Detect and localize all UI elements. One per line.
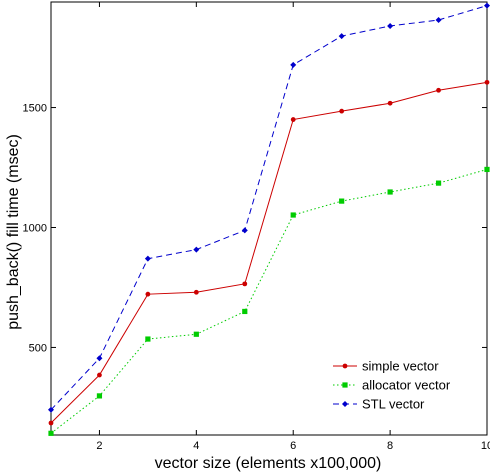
data-point xyxy=(387,189,393,195)
data-point xyxy=(242,281,248,287)
plot-frame xyxy=(50,1,488,436)
data-point xyxy=(144,255,151,262)
data-point xyxy=(290,212,296,218)
legend-swatch-marker xyxy=(342,382,348,388)
series-layer xyxy=(48,2,490,436)
data-point xyxy=(338,33,345,40)
data-point xyxy=(193,289,199,295)
data-point xyxy=(96,393,103,399)
x-tick-label: 6 xyxy=(290,440,296,452)
x-tick-label: 10 xyxy=(481,440,490,452)
plot-border xyxy=(50,1,488,436)
series-allocator-vector xyxy=(48,166,490,436)
series-stl-vector xyxy=(48,2,490,413)
series-simple-vector xyxy=(48,79,490,426)
legend-item: allocator vector xyxy=(333,378,451,393)
data-point xyxy=(484,79,490,85)
legend-label: allocator vector xyxy=(362,378,451,393)
data-point xyxy=(387,22,394,29)
data-point xyxy=(193,246,200,253)
data-point xyxy=(387,100,393,106)
legend-item: STL vector xyxy=(333,397,425,412)
data-point xyxy=(97,372,102,378)
data-point xyxy=(339,108,345,114)
data-point xyxy=(96,355,103,362)
data-point xyxy=(290,117,296,122)
legend-label: simple vector xyxy=(362,359,439,374)
legend: simple vector allocator vector STL vector xyxy=(333,359,451,412)
data-point xyxy=(484,2,490,9)
y-axis-label: push_back() fill time (msec) xyxy=(5,134,22,330)
legend-label: STL vector xyxy=(362,397,425,412)
data-point xyxy=(145,291,151,297)
series-line xyxy=(50,5,488,411)
y-tick-label: 500 xyxy=(29,342,47,354)
axis-tick-labels: 2 4 6 8 10 500 1000 1500 xyxy=(23,103,490,452)
legend-swatch-marker xyxy=(342,401,348,407)
x-axis-label: vector size (elements x100,000) xyxy=(155,455,382,472)
y-tick-label: 1500 xyxy=(23,103,47,115)
y-tick-label: 1000 xyxy=(23,222,47,234)
series-line xyxy=(50,81,488,424)
x-tick-label: 8 xyxy=(387,440,393,452)
data-point xyxy=(339,198,345,204)
data-point xyxy=(241,227,248,234)
data-point xyxy=(484,166,490,173)
data-point xyxy=(435,16,442,23)
data-point xyxy=(48,420,54,426)
data-point xyxy=(435,180,442,186)
series-line xyxy=(50,168,488,434)
legend-swatch-marker xyxy=(342,363,348,369)
legend-item: simple vector xyxy=(333,359,439,374)
data-point xyxy=(48,430,54,436)
data-point xyxy=(145,336,151,342)
data-point xyxy=(242,308,248,315)
data-point xyxy=(290,61,297,68)
x-tick-label: 4 xyxy=(193,440,199,452)
data-point xyxy=(436,87,441,93)
x-tick-label: 2 xyxy=(96,440,102,452)
data-point xyxy=(48,406,54,413)
data-point xyxy=(193,331,199,337)
